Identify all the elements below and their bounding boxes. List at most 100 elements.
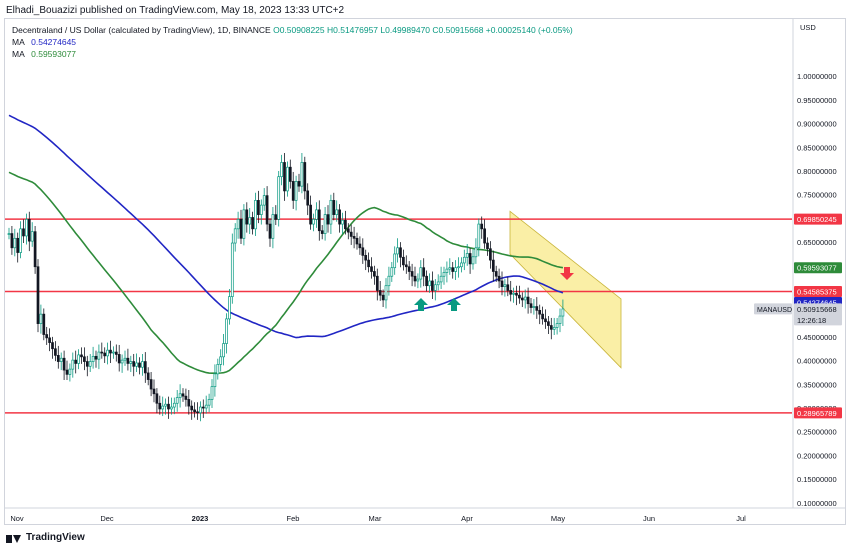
candle-body <box>135 362 138 367</box>
price-label-box <box>794 262 842 274</box>
candle-body <box>51 342 54 350</box>
candle-body <box>399 247 402 258</box>
candle-body <box>535 306 539 311</box>
x-tick-label: Nov <box>10 514 24 523</box>
candle-body <box>204 404 208 409</box>
candle-body <box>132 361 136 367</box>
candle-body <box>77 354 80 364</box>
candle-body <box>74 359 78 364</box>
tradingview-logo[interactable]: TradingView <box>6 532 85 543</box>
chart-frame <box>4 18 846 525</box>
ma-fast-row: MA 0.54274645 <box>12 36 573 48</box>
symbol-label-box <box>754 303 792 315</box>
candle-body <box>413 275 417 282</box>
y-tick-label: 0.80000000 <box>797 167 837 176</box>
candle-body <box>262 195 266 206</box>
candle-body <box>190 405 194 411</box>
candle-body <box>410 271 414 277</box>
x-tick-label: Mar <box>369 514 382 523</box>
candle-body <box>167 403 170 410</box>
tradingview-icon <box>6 533 22 543</box>
candle-body <box>558 315 562 324</box>
candle-body <box>509 290 513 295</box>
candle-body <box>335 209 339 215</box>
candle-body <box>367 259 370 268</box>
candle-body <box>213 373 217 388</box>
candle-body <box>483 228 486 244</box>
descending-channel <box>509 210 622 369</box>
candle-body <box>25 218 28 237</box>
candle-body <box>297 181 301 187</box>
candle-body <box>277 176 281 220</box>
candle-body <box>306 190 310 206</box>
candle-body <box>465 253 469 258</box>
candle-body <box>402 256 405 266</box>
candle-body <box>451 267 455 272</box>
candle-body <box>54 348 57 356</box>
candle-body <box>361 247 365 256</box>
candle-body <box>433 284 437 291</box>
candle-body <box>349 231 353 237</box>
candle-body <box>30 231 34 242</box>
candle-body <box>239 218 243 239</box>
currency-label: USD <box>800 23 816 32</box>
candle-body <box>329 200 333 225</box>
price-label-text: 0.28965789 <box>797 409 837 418</box>
candle-body <box>271 214 275 239</box>
candle-body <box>407 266 411 272</box>
candle-body <box>500 280 504 288</box>
candle-body <box>22 228 25 237</box>
candle-body <box>549 325 553 330</box>
candle-body <box>103 352 107 357</box>
candle-body <box>291 181 295 201</box>
candle-body <box>109 349 112 354</box>
candle-body <box>207 399 211 406</box>
candle-body <box>129 361 133 364</box>
candle-body <box>538 310 542 315</box>
candle-body <box>370 266 373 272</box>
candle-body <box>94 355 98 360</box>
candle-body <box>448 267 452 270</box>
candle-body <box>341 219 344 225</box>
candle-body <box>541 313 544 320</box>
candle-body <box>39 313 43 324</box>
candle-body <box>42 313 46 335</box>
candle-body <box>497 275 501 282</box>
x-tick-label: Jul <box>736 514 746 523</box>
candle-body <box>288 166 292 182</box>
candle-body <box>193 409 196 413</box>
candle-body <box>13 237 17 249</box>
symbol-title: Decentraland / US Dollar (calculated by … <box>12 25 271 35</box>
y-tick-label: 1.00000000 <box>797 72 837 81</box>
price-label-text: 0.54585375 <box>797 287 837 296</box>
candle-body <box>33 231 37 268</box>
candle-body <box>100 351 104 354</box>
candle-body <box>309 204 312 225</box>
candle-body <box>62 357 66 371</box>
candle-body <box>561 308 565 317</box>
candle-body <box>138 362 141 368</box>
candle-body <box>181 393 185 397</box>
candle-body <box>474 247 478 258</box>
candle-body <box>126 357 130 364</box>
x-tick-label: 2023 <box>192 514 209 523</box>
candle-body <box>91 355 95 362</box>
candle-body <box>199 406 202 414</box>
candle-body <box>506 284 510 291</box>
x-tick-label: May <box>551 514 565 523</box>
ma-slow-row: MA 0.59593077 <box>12 48 573 60</box>
candle-body <box>219 356 223 365</box>
candle-body <box>114 351 118 355</box>
candle-body <box>544 318 547 323</box>
candle-body <box>526 296 530 305</box>
y-tick-label: 0.85000000 <box>797 143 837 152</box>
candle-body <box>480 223 484 230</box>
candle-body <box>251 217 254 230</box>
x-tick-label: Jun <box>643 514 655 523</box>
candle-body <box>112 351 115 354</box>
candle-body <box>317 209 321 232</box>
publisher-line: Elhadi_Bouazizi published on TradingView… <box>6 5 345 16</box>
ohlc-values: O0.50908225 H0.51476957 L0.49989470 C0.5… <box>273 25 573 35</box>
candle-body <box>184 395 188 400</box>
